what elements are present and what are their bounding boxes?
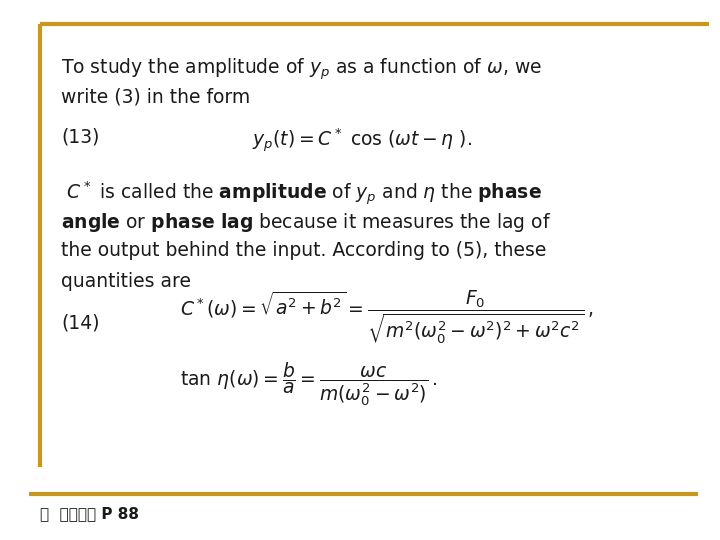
Text: $y_p(t) = C^*$ cos $(\omega t - \eta\ ).$: $y_p(t) = C^*$ cos $(\omega t - \eta\ ).… [252, 127, 472, 156]
Text: quantities are: quantities are [61, 272, 192, 291]
Text: (14): (14) [61, 313, 99, 333]
Text: $\mathbf{angle}$ or $\mathbf{phase\ lag}$ because it measures the lag of: $\mathbf{angle}$ or $\mathbf{phase\ lag}… [61, 211, 552, 234]
Text: $\tan\,\eta(\omega) = \dfrac{b}{a} = \dfrac{\omega c}{m(\omega_0^2 - \omega^2)}\: $\tan\,\eta(\omega) = \dfrac{b}{a} = \df… [180, 361, 438, 408]
Text: $C^*$ is called the $\mathbf{amplitude}$ of $y_p$ and $\eta$ the $\mathbf{phase}: $C^*$ is called the $\mathbf{amplitude}$… [61, 180, 542, 208]
Text: the output behind the input. According to (5), these: the output behind the input. According t… [61, 241, 546, 260]
Text: (13): (13) [61, 127, 99, 146]
Text: $C^*(\omega) = \sqrt{a^2 + b^2} = \dfrac{F_0}{\sqrt{m^2(\omega_0^2 - \omega^2)^2: $C^*(\omega) = \sqrt{a^2 + b^2} = \dfrac… [180, 289, 593, 346]
Text: write (3) in the form: write (3) in the form [61, 87, 251, 106]
Text: To study the amplitude of $y_p$ as a function of $\omega$, we: To study the amplitude of $y_p$ as a fun… [61, 57, 542, 82]
Text: ⓔ  歐亞書局 P 88: ⓔ 歐亞書局 P 88 [40, 507, 138, 522]
